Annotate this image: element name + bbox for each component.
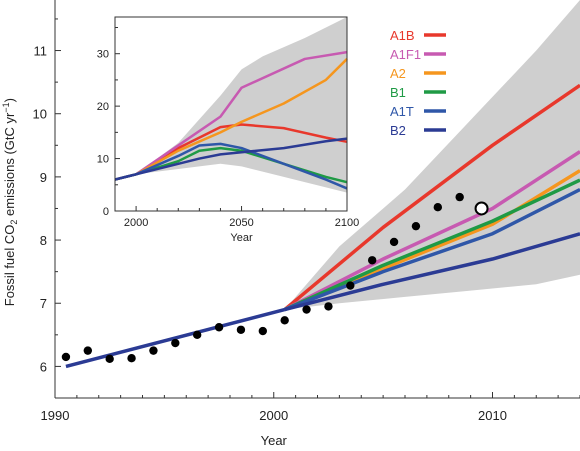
observation-point — [433, 203, 443, 212]
main-x-axis-label: Year — [261, 433, 288, 448]
observation-point — [192, 330, 202, 340]
observation-point — [236, 325, 246, 334]
series-line-b1 — [283, 178, 580, 312]
observation-point — [346, 281, 355, 290]
inset-x-tick-label: 2100 — [335, 217, 359, 229]
inset-y-tick-label: 30 — [97, 49, 109, 61]
observation-point — [127, 354, 136, 363]
legend: A1B A1F1 A2 B1 A1T B2 — [390, 28, 446, 138]
inset-x-axis-label: Year — [230, 232, 253, 244]
observation-point — [105, 354, 114, 364]
y-label-subscript: 2 — [9, 220, 19, 225]
estimate-point — [474, 201, 489, 216]
legend-label-b1: B1 — [390, 85, 406, 100]
observation-point — [83, 346, 93, 355]
observation-point — [258, 326, 268, 336]
series-line-a1f1 — [283, 150, 580, 312]
scenario-lines-layer — [65, 83, 580, 369]
observation-point — [455, 192, 464, 202]
inset-x-tick-label: 2000 — [124, 217, 148, 229]
inset-series-line-a1t — [114, 142, 348, 190]
observation-point — [171, 338, 180, 348]
inset-y-tick-label: 10 — [97, 154, 109, 166]
observation-point — [302, 305, 311, 314]
inset-tick-labels: 2000 2050 2100 0 10 20 30 — [97, 49, 359, 229]
inset-frame — [114, 16, 348, 212]
main-y-axis-label: Fossil fuel CO2 emissions (GtC yr−1) — [1, 98, 19, 306]
y-tick-label: 7 — [40, 296, 47, 311]
inset-x-tick-label: 2050 — [229, 217, 253, 229]
y-label-part: emissions (GtC yr — [2, 112, 17, 220]
observation-point — [214, 323, 224, 332]
y-tick-label: 11 — [34, 44, 48, 59]
inset-series-line-b2 — [114, 137, 348, 181]
inset-scenario-lines — [114, 50, 348, 190]
observation-point — [411, 221, 421, 231]
x-tick-label: 2010 — [478, 408, 507, 423]
observation-point — [61, 352, 71, 362]
series-line-b2 — [284, 232, 580, 312]
x-tick-label: 2000 — [259, 408, 288, 423]
x-tick-label: 1990 — [41, 408, 70, 423]
inset-plot: 2000 2050 2100 0 10 20 30 Year — [97, 16, 359, 244]
series-line-a1t — [284, 187, 580, 312]
observation-point — [149, 346, 158, 355]
legend-label-a1b: A1B — [390, 28, 415, 43]
y-label-part: Fossil fuel CO — [2, 225, 17, 307]
inset-axes — [114, 16, 348, 212]
y-label-superscript: −1 — [1, 102, 11, 112]
observation-point — [389, 237, 399, 247]
legend-label-b2: B2 — [390, 123, 406, 138]
y-tick-label: 6 — [40, 359, 47, 374]
inset-y-tick-label: 0 — [103, 206, 109, 218]
y-tick-label: 9 — [40, 170, 47, 185]
inset-y-tick-label: 20 — [97, 101, 109, 113]
legend-label-a2: A2 — [390, 66, 406, 81]
main-axes-layer — [54, 0, 580, 399]
observation-point — [280, 316, 289, 325]
y-tick-label: 8 — [40, 233, 47, 248]
observation-point — [367, 256, 377, 265]
observation-point — [324, 302, 333, 311]
series-line-a1b — [283, 83, 580, 311]
y-label-part: ) — [2, 98, 17, 102]
uncertainty-band-layer — [284, 0, 580, 310]
historical-line — [65, 307, 286, 369]
legend-label-a1f1: A1F1 — [390, 47, 421, 62]
legend-label-a1t: A1T — [390, 104, 414, 119]
y-tick-label: 10 — [33, 107, 47, 122]
uncertainty-band — [284, 0, 580, 310]
observation-points-layer — [61, 192, 489, 364]
